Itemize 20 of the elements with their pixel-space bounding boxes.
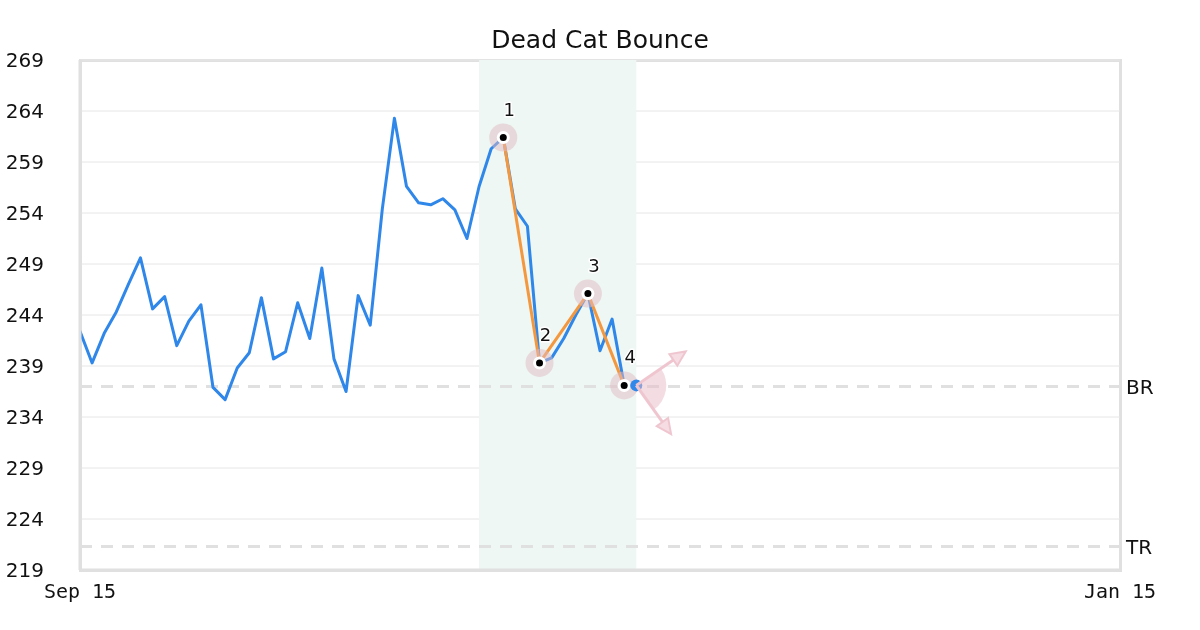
- chart-title: Dead Cat Bounce: [491, 25, 709, 54]
- y-tick-label: 254: [5, 201, 44, 226]
- y-tick-label: 234: [5, 405, 44, 430]
- y-tick-label: 249: [5, 252, 44, 277]
- y-tick-label: 229: [5, 456, 44, 481]
- annotation: 2: [539, 323, 552, 345]
- y-tick-label: 239: [5, 354, 44, 379]
- y-tick-label: 259: [5, 150, 44, 175]
- annotation: 1: [503, 98, 515, 120]
- x-tick-label: Jan 15: [1083, 579, 1157, 604]
- y-tick-label: 269: [5, 48, 44, 73]
- y-tick-label: 224: [5, 507, 44, 532]
- x-tick-label: Sep 15: [43, 579, 117, 604]
- ref-line-label: BR: [1126, 374, 1154, 399]
- annotation: 3: [588, 254, 600, 276]
- y-tick-label: 219: [5, 558, 44, 583]
- annotation: 4: [624, 346, 636, 368]
- ref-line-label: TR: [1125, 534, 1153, 559]
- y-tick-label: 264: [5, 99, 44, 124]
- y-tick-label: 244: [5, 303, 44, 328]
